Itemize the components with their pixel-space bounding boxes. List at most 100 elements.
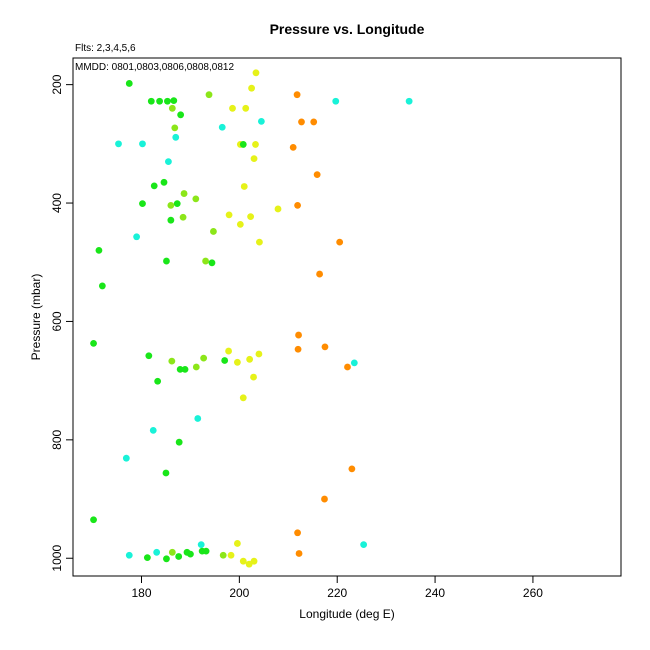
data-point (239, 141, 247, 148)
y-tick-label: 400 (50, 193, 64, 213)
data-point (250, 373, 257, 381)
x-tick-label: 220 (327, 586, 347, 600)
data-point (236, 220, 244, 228)
data-point (218, 123, 226, 131)
data-point (225, 211, 233, 219)
data-point (180, 190, 188, 197)
data-point (197, 541, 205, 549)
y-tick-label: 800 (50, 430, 64, 450)
data-point (205, 91, 213, 99)
data-point (172, 133, 180, 141)
y-tick-label: 1000 (50, 545, 64, 572)
y-tick-label: 200 (50, 74, 64, 94)
data-point (163, 257, 170, 265)
data-point (293, 91, 301, 99)
data-point (167, 202, 175, 209)
data-point (176, 365, 184, 373)
data-point (95, 247, 103, 254)
data-point (168, 104, 176, 112)
data-point (219, 551, 227, 559)
data-point (168, 548, 176, 556)
chart-subtitle: Flts: 2,3,4,5,6 (75, 43, 136, 54)
x-axis-label: Longitude (deg E) (299, 607, 394, 621)
data-point (90, 339, 97, 347)
y-axis: 200 400 600 800 1000 (50, 74, 74, 572)
data-point (252, 141, 259, 148)
data-point (239, 394, 247, 402)
data-point (171, 124, 179, 132)
data-point (200, 354, 208, 362)
x-tick-label: 240 (425, 586, 445, 600)
data-points (90, 69, 413, 568)
y-axis-label: Pressure (mbar) (29, 274, 43, 361)
data-point (360, 541, 368, 549)
data-point (125, 80, 133, 87)
data-point (125, 551, 133, 559)
plot-frame (72, 57, 622, 577)
data-point (139, 200, 146, 208)
x-axis: 180 200 220 240 260 (131, 575, 543, 600)
data-point (154, 377, 162, 385)
data-point (181, 365, 189, 373)
data-point (336, 238, 344, 246)
data-point (150, 182, 158, 190)
data-point (240, 183, 248, 190)
data-point (227, 551, 235, 559)
data-point (242, 104, 250, 112)
data-point (246, 355, 254, 363)
data-point (179, 213, 187, 221)
data-point (194, 415, 202, 422)
data-point (405, 97, 413, 105)
y-tick-label: 600 (50, 311, 64, 331)
data-point (145, 352, 153, 360)
data-point (208, 259, 216, 267)
data-point (163, 555, 170, 563)
data-point (210, 228, 217, 235)
data-point (165, 158, 172, 166)
data-point (98, 282, 106, 290)
x-tick-label: 200 (229, 586, 249, 600)
data-point (147, 97, 155, 105)
data-point (160, 178, 168, 186)
data-point (143, 554, 151, 562)
data-point (202, 547, 210, 555)
data-point (175, 438, 183, 446)
data-point (192, 195, 200, 203)
data-point (295, 550, 303, 557)
data-point (257, 117, 265, 125)
data-point (350, 359, 358, 367)
data-point (321, 495, 328, 503)
data-point (250, 155, 258, 163)
data-point (234, 540, 241, 547)
data-point (221, 357, 229, 364)
data-point (247, 213, 255, 221)
data-point (252, 69, 260, 77)
data-point (162, 469, 170, 477)
data-point (344, 363, 351, 371)
data-point (234, 358, 241, 366)
data-point (153, 548, 161, 556)
data-point (310, 118, 318, 126)
data-point (133, 233, 141, 241)
data-point (149, 426, 157, 434)
data-point (295, 331, 302, 339)
data-point (90, 516, 97, 524)
data-point (229, 104, 236, 112)
data-point (239, 557, 247, 565)
x-tick-label: 180 (131, 586, 151, 600)
data-point (175, 553, 183, 560)
data-point (313, 171, 321, 179)
data-point (173, 200, 181, 208)
data-point (139, 140, 146, 148)
chart-annotation: MMDD: 0801,0803,0806,0808,0812 (75, 62, 234, 73)
data-point (245, 560, 253, 568)
data-point (115, 140, 122, 148)
data-point (187, 550, 194, 558)
data-point (248, 84, 255, 92)
data-point (156, 97, 164, 105)
x-tick-label: 260 (523, 586, 543, 600)
data-point (294, 529, 301, 537)
data-point (168, 357, 176, 365)
data-point (250, 557, 258, 565)
data-point (298, 118, 305, 126)
